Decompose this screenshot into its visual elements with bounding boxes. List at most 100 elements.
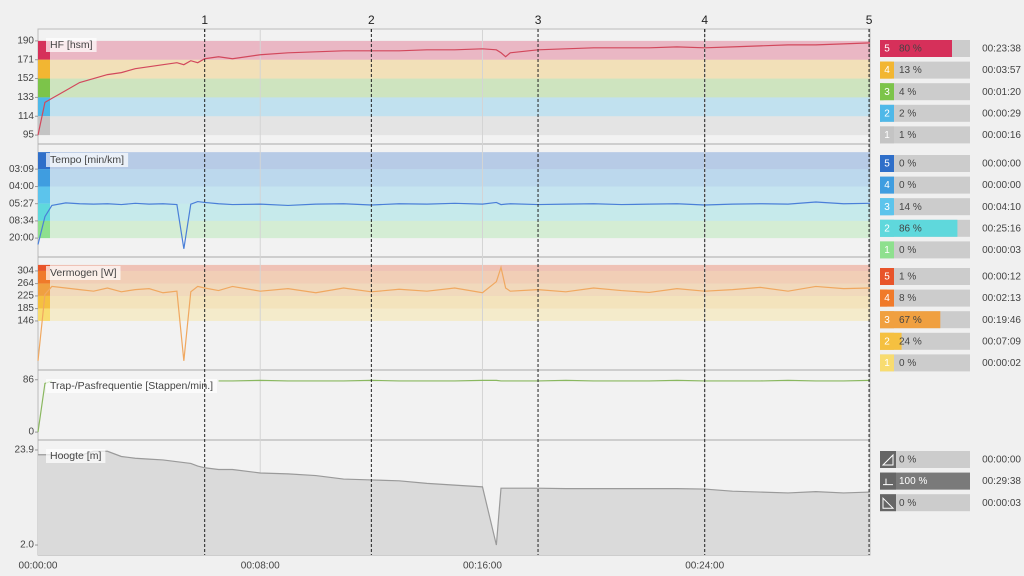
title-background <box>46 266 121 280</box>
y-tick-label: 08:34 <box>9 216 34 227</box>
y-tick-label: 2.0 <box>20 540 34 551</box>
zone-bar-box <box>880 241 970 259</box>
zone-number: 4 <box>884 293 890 304</box>
y-tick-label: 185 <box>17 303 34 314</box>
zone-band <box>38 152 870 170</box>
zone-swatch <box>38 203 50 221</box>
zone-time: 00:03:57 <box>982 65 1021 76</box>
zone-band <box>38 308 870 321</box>
zone-band <box>38 264 870 271</box>
x-tick-label: 00:00:00 <box>19 561 58 572</box>
x-tick-label: 00:24:00 <box>685 561 724 572</box>
zone-band <box>38 270 870 284</box>
zone-band <box>38 169 870 187</box>
x-tick-label: 00:08:00 <box>241 561 280 572</box>
zone-number: 1 <box>884 358 890 369</box>
zone-band <box>38 295 870 309</box>
y-tick-label: 03:09 <box>9 164 34 175</box>
y-tick-label: 114 <box>18 111 34 122</box>
y-tick-label: 190 <box>17 36 34 47</box>
zone-number: 3 <box>884 87 890 98</box>
panel-title: Tempo [min/km] <box>50 154 124 166</box>
y-tick-label: 95 <box>23 130 35 141</box>
y-tick-label: 304 <box>17 266 34 277</box>
zone-number-box <box>880 61 894 79</box>
zone-time: 00:00:00 <box>982 180 1021 191</box>
zone-time: 00:00:16 <box>982 130 1021 141</box>
gradient-icon <box>883 478 893 486</box>
zone-bar-box <box>880 494 970 512</box>
y-tick-label: 152 <box>17 73 34 84</box>
zone-band <box>38 59 870 79</box>
data-line <box>38 450 871 546</box>
zone-share: 67 % <box>899 315 922 326</box>
y-tick-label: 23.9 <box>15 445 35 456</box>
zone-bar-box <box>880 155 970 172</box>
zone-number: 3 <box>884 315 890 326</box>
zone-number: 1 <box>884 245 890 256</box>
zone-time: 00:00:03 <box>982 245 1021 256</box>
y-tick-label: 0 <box>28 427 34 438</box>
zone-number: 4 <box>884 65 890 76</box>
zone-number-box <box>880 83 894 101</box>
y-tick-label: 133 <box>17 92 34 103</box>
zone-time: 00:00:02 <box>982 358 1021 369</box>
area-fill <box>38 451 870 555</box>
zone-band <box>38 203 870 221</box>
zone-number: 3 <box>884 202 890 213</box>
zone-bar-box <box>880 104 970 122</box>
x-tick-label: 00:16:00 <box>463 561 502 572</box>
lap-label: 4 <box>701 13 708 27</box>
zone-bar <box>880 40 952 57</box>
panel-title: Trap-/Pasfrequentie [Stappen/min.] <box>50 380 213 392</box>
zone-time: 00:01:20 <box>982 87 1021 98</box>
zone-share: 0 % <box>899 180 916 191</box>
panel-title: Vermogen [W] <box>50 267 117 279</box>
gradient-icon <box>882 496 895 509</box>
zone-number: 5 <box>884 44 890 55</box>
zone-swatch <box>38 186 50 204</box>
zone-share: 0 % <box>899 498 916 509</box>
data-line <box>37 265 871 361</box>
y-tick-label: 20:00 <box>9 233 34 244</box>
zone-time: 00:00:29 <box>982 108 1021 119</box>
zone-share: 0 % <box>899 358 916 369</box>
zone-time: 00:29:38 <box>982 476 1021 487</box>
zone-number-box <box>880 219 894 237</box>
zone-bar-box <box>880 451 970 468</box>
y-tick-label: 04:00 <box>9 181 34 192</box>
zone-swatch <box>38 78 50 98</box>
zone-share: 0 % <box>899 245 916 256</box>
zone-number-box <box>880 155 894 172</box>
y-tick-label: 171 <box>17 54 34 65</box>
zone-number: 2 <box>884 336 890 347</box>
zone-band <box>38 220 870 239</box>
data-line <box>37 42 871 136</box>
zone-number-box <box>880 289 894 307</box>
zone-swatch <box>38 59 50 79</box>
zone-bar-box <box>880 198 970 216</box>
zone-bar-box <box>880 268 970 285</box>
title-background <box>46 153 129 167</box>
zone-band <box>38 116 870 136</box>
zone-bar <box>880 472 970 490</box>
data-line <box>37 200 871 249</box>
panel-title: Hoogte [m] <box>50 450 101 462</box>
zone-number-box <box>880 241 894 259</box>
zone-time: 00:00:03 <box>982 498 1021 509</box>
zone-time: 00:23:38 <box>982 44 1021 55</box>
zone-number: 1 <box>884 130 890 141</box>
zone-band <box>38 78 870 98</box>
gradient-icon <box>881 453 894 466</box>
zone-bar-box <box>880 354 970 372</box>
zone-number-box <box>880 311 894 329</box>
zone-bar-box <box>880 126 970 144</box>
zone-share: 14 % <box>899 202 922 213</box>
zone-number: 5 <box>884 159 890 170</box>
zone-number: 2 <box>884 223 890 234</box>
zone-number-box <box>880 40 894 57</box>
lap-label: 5 <box>866 13 873 27</box>
zone-number-box <box>880 268 894 285</box>
zone-number-box <box>880 126 894 144</box>
zone-time: 00:02:13 <box>982 293 1021 304</box>
